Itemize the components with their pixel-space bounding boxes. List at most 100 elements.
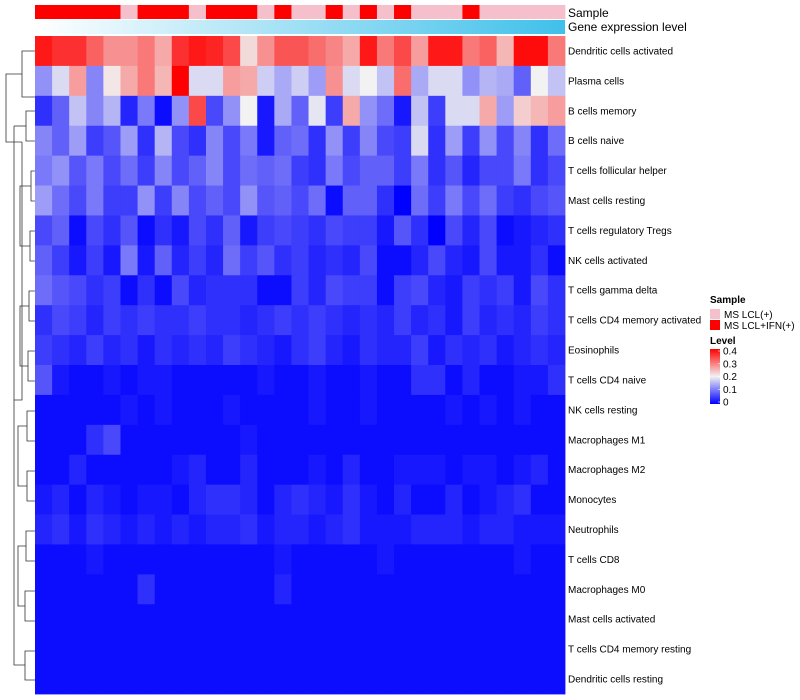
sample-annotation-cell [325, 5, 344, 19]
heatmap-cell [513, 335, 532, 366]
heatmap-cell [240, 484, 258, 515]
heatmap-cell [394, 36, 412, 67]
heatmap-cell [325, 484, 344, 515]
heatmap-cell [52, 544, 70, 575]
heatmap-cell [496, 484, 515, 515]
heatmap-cell [240, 514, 258, 545]
heatmap-cell [86, 275, 104, 306]
heatmap-cell [137, 95, 156, 127]
heatmap-cell [462, 365, 480, 396]
heatmap-cell [154, 275, 173, 306]
heatmap-cell [291, 95, 309, 127]
heatmap-cell [547, 424, 566, 456]
heatmap-cell [513, 365, 532, 396]
heatmap-cell [103, 65, 121, 97]
heatmap-cell [205, 394, 224, 426]
heatmap-cell [257, 215, 275, 246]
heatmap-cell [171, 185, 190, 216]
row-label: Neutrophils [568, 525, 619, 536]
heatmap-cell [394, 574, 412, 605]
heatmap-cell [137, 484, 156, 515]
heatmap-cell [342, 454, 361, 486]
heatmap-cell [35, 664, 53, 695]
legend-label-ms-lcl-ifn: MS LCL+IFN(+) [724, 321, 795, 332]
heatmap-cell [394, 215, 412, 246]
heatmap-cell [325, 215, 344, 246]
heatmap-cell [257, 365, 275, 396]
heatmap-cell [530, 454, 549, 486]
level-tick-label: 0.4 [723, 347, 737, 358]
heatmap-cell [308, 424, 327, 456]
heatmap-cell [479, 155, 498, 186]
heatmap-cell [462, 65, 480, 97]
heatmap-cell [428, 95, 446, 127]
heatmap-cell [137, 664, 156, 695]
heatmap-cell [240, 574, 258, 605]
heatmap-cell [445, 514, 463, 545]
heatmap-cell [513, 245, 532, 276]
heatmap-cell [325, 36, 344, 67]
dendrogram-branch [25, 530, 35, 562]
sample-annotation-cell [308, 5, 327, 19]
heatmap-cell [52, 95, 70, 127]
heatmap-cell [240, 394, 258, 426]
heatmap-cell [496, 394, 515, 426]
heatmap-cell [188, 125, 207, 157]
heatmap-cell [205, 65, 224, 97]
legend-sample-title: Sample [710, 295, 746, 306]
legend-swatch-ms-lcl-ifn [710, 320, 720, 330]
heatmap-cell [188, 604, 207, 635]
heatmap-cell [479, 95, 498, 127]
heatmap-cell [69, 245, 87, 276]
heatmap-cell [154, 155, 173, 186]
heatmap-cell [342, 664, 361, 695]
dendrogram-branch [19, 185, 31, 247]
heatmap-cell [411, 95, 429, 127]
heatmap-cell [342, 275, 361, 306]
heatmap-cell [120, 394, 138, 426]
heatmap-cell [52, 365, 70, 396]
heatmap-cell [35, 484, 53, 515]
heatmap-cell [394, 484, 412, 515]
heatmap-cell [274, 335, 292, 366]
heatmap-cell [496, 65, 515, 97]
heatmap-cell [154, 424, 173, 456]
heatmap-cell [530, 36, 549, 67]
heatmap-cell [342, 574, 361, 605]
heatmap-cell [188, 155, 207, 186]
heatmap-cell [291, 65, 309, 97]
heatmap-cell [52, 125, 70, 157]
heatmap-cell [513, 664, 532, 695]
heatmap-cell [171, 514, 190, 545]
heatmap-cell [257, 335, 275, 366]
heatmap-cell [86, 424, 104, 456]
heatmap-cell [137, 275, 156, 306]
heatmap-cell [479, 275, 498, 306]
heatmap-cell [103, 574, 121, 605]
heatmap-cell [52, 574, 70, 605]
heatmap-cell [223, 394, 241, 426]
dendrogram-branch [5, 73, 22, 100]
heatmap-cell [342, 424, 361, 456]
heatmap-cell [359, 574, 378, 605]
heatmap-cell [291, 215, 309, 246]
heatmap-cell [188, 275, 207, 306]
heatmap-cell [496, 424, 515, 456]
heatmap-cell [120, 125, 138, 157]
heatmap-cell [376, 65, 395, 97]
heatmap-cell [445, 155, 463, 186]
heatmap-cell [52, 454, 70, 486]
heatmap-cell [154, 514, 173, 545]
heatmap-cell [35, 125, 53, 157]
track-label-sample: Sample [568, 6, 609, 20]
sample-annotation-cell [257, 5, 275, 19]
heatmap-cell [137, 424, 156, 456]
heatmap-cell [359, 36, 378, 67]
heatmap-cell [462, 125, 480, 157]
heatmap-cell [205, 305, 224, 336]
level-tick-label: 0.1 [723, 385, 737, 396]
heatmap-cell [274, 275, 292, 306]
row-labels: Dendritic cells activated Plasma cells B c… [568, 46, 701, 685]
heatmap-cell [188, 634, 207, 665]
heatmap-cell [496, 365, 515, 396]
